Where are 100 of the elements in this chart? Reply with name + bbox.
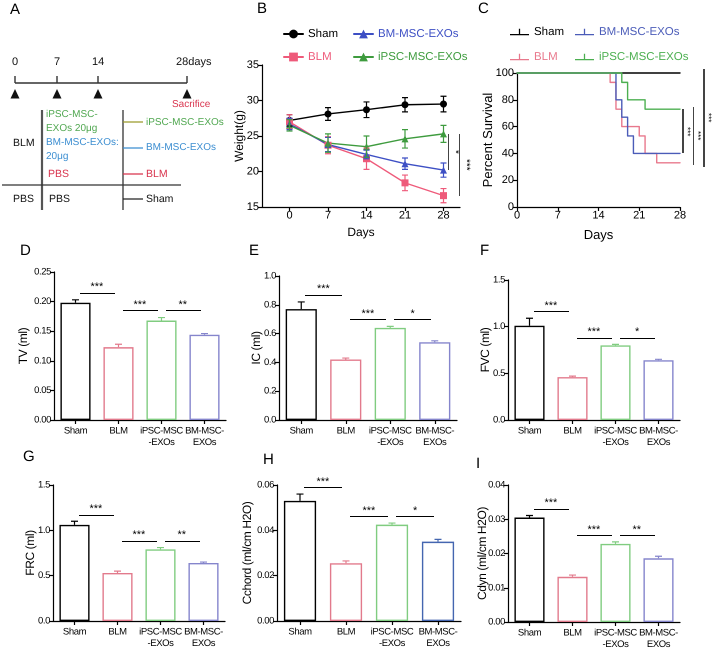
- y-axis-title: Cchord (ml/cm H2O): [240, 501, 254, 604]
- y-tick-label: 0.02: [488, 548, 506, 559]
- y-tick-label: 0.5: [38, 570, 50, 582]
- y-tick-label: 0.04: [488, 480, 506, 490]
- text: ***: [694, 131, 703, 141]
- x-tick-label: Sham: [288, 626, 312, 638]
- chart-title: E: [249, 242, 259, 259]
- text: ***: [460, 158, 472, 170]
- annotation: ***: [362, 308, 374, 320]
- y-tick-label: 1.0: [264, 270, 276, 282]
- x-tick-label: BM-MSC- EXOs: [415, 425, 454, 448]
- y-axis-title: Weight(g): [232, 110, 246, 162]
- x-tick-label: Sham: [62, 626, 87, 638]
- text: PBS: [48, 168, 70, 180]
- y-tick-label: 0.01: [488, 582, 506, 594]
- y-tick-label: 80: [502, 94, 514, 106]
- x-tick-label: iPSC-MSC -EXOs: [594, 627, 638, 650]
- y-tick-label: 1.0: [38, 524, 50, 536]
- y-tick-label: 20: [502, 174, 514, 186]
- y-axis-title: Percent Survival: [480, 92, 495, 188]
- y-tick-label: 15: [246, 201, 259, 213]
- legend-label: BM-MSC-EXOs: [599, 26, 680, 38]
- y-tick-label: 0.2: [264, 386, 276, 397]
- annotation: ***: [362, 504, 376, 517]
- annotation: ***: [90, 281, 104, 294]
- x-tick-label: 28: [437, 210, 450, 222]
- annotation: *: [413, 504, 418, 517]
- y-tick-label: 40: [502, 147, 514, 160]
- legend-label: Sham: [308, 28, 338, 40]
- chart-title: G: [23, 448, 34, 465]
- text: 0: [12, 56, 18, 68]
- x-tick-label: 7: [324, 210, 332, 222]
- legend-label: BLM: [534, 51, 558, 63]
- y-tick-label: 0.10: [34, 355, 52, 366]
- annotation: ***: [544, 300, 558, 312]
- y-tick-label: 20: [246, 166, 259, 178]
- chart-title: B: [257, 0, 268, 17]
- chart-title: D: [20, 242, 31, 259]
- x-tick-label: BM-MSC- EXOs: [185, 425, 224, 448]
- text: iPSC-MSC-EXOs 20μg: [46, 108, 99, 136]
- y-tick-label: 0.0: [264, 414, 276, 426]
- y-tick-label: 60: [502, 120, 514, 133]
- x-tick-label: 14: [592, 210, 605, 222]
- x-tick-label: BLM: [109, 425, 128, 436]
- chart-title: I: [476, 455, 480, 472]
- annotation: ***: [90, 503, 102, 516]
- legend-label: iPSC-MSC-EXOs: [599, 51, 689, 63]
- y-tick-label: 0.5: [492, 368, 506, 379]
- text: PBS: [49, 192, 70, 206]
- y-tick-label: 1.0: [492, 321, 506, 332]
- y-tick-label: 0.0: [38, 616, 50, 626]
- legend-label: BLM: [308, 51, 332, 63]
- text: BM-MSC-EXOs: [146, 142, 216, 154]
- x-axis-title: Days: [347, 225, 375, 239]
- y-tick-label: 0.25: [34, 266, 52, 278]
- annotation: **: [178, 298, 188, 311]
- x-tick-label: iPSC-MSC -EXOs: [368, 425, 412, 448]
- annotation: ***: [544, 497, 558, 510]
- text: Sham: [146, 192, 174, 206]
- text: ***: [704, 113, 714, 123]
- y-tick-label: 0.6: [264, 328, 276, 340]
- y-tick-label: 0.20: [34, 296, 52, 308]
- x-tick-label: 21: [398, 210, 412, 222]
- text: Sacrifice: [172, 99, 210, 111]
- x-tick-label: BLM: [336, 425, 356, 436]
- y-axis-title: Cdyn (ml/cm H2O): [475, 506, 489, 600]
- y-tick-label: 0.8: [264, 299, 276, 310]
- annotation: ***: [134, 298, 146, 311]
- x-tick-label: BLM: [336, 626, 356, 638]
- y-tick-label: 25: [246, 130, 259, 142]
- annotation: ***: [588, 524, 600, 536]
- y-tick-label: 0.15: [34, 326, 52, 337]
- text: 14: [92, 56, 104, 68]
- y-tick-label: 0.4: [264, 356, 276, 368]
- legend-label: Sham: [534, 26, 564, 38]
- annotation: *: [635, 326, 640, 338]
- annotation: **: [632, 524, 642, 536]
- x-tick-label: iPSC-MSC -EXOs: [594, 425, 638, 448]
- annotation: ***: [132, 529, 146, 542]
- text: A: [10, 1, 20, 19]
- y-tick-label: 0.0: [492, 414, 506, 426]
- x-tick-label: Sham: [290, 425, 314, 436]
- y-tick-label: 0.00: [257, 616, 274, 626]
- y-axis-title: FRC (ml): [23, 530, 37, 576]
- x-tick-label: 28: [674, 210, 686, 222]
- y-tick-label: 0.00: [488, 616, 506, 628]
- text: BLM: [146, 168, 168, 180]
- annotation: **: [178, 529, 186, 542]
- x-tick-label: iPSC-MSC -EXOs: [139, 626, 182, 649]
- legend-label: iPSC-MSC-EXOs: [378, 51, 468, 63]
- x-tick-label: BM-MSC- EXOs: [639, 425, 678, 448]
- x-tick-label: BLM: [563, 425, 582, 436]
- x-tick-label: 0: [286, 210, 293, 222]
- x-tick-label: BM-MSC- EXOs: [639, 627, 678, 650]
- y-tick-label: 0.02: [257, 570, 274, 582]
- x-tick-label: BM-MSC- EXOs: [418, 626, 458, 649]
- text: PBS: [13, 192, 34, 206]
- text: 28days: [176, 56, 212, 68]
- x-tick-label: Sham: [64, 425, 88, 436]
- x-tick-label: iPSC-MSC -EXOs: [370, 626, 414, 649]
